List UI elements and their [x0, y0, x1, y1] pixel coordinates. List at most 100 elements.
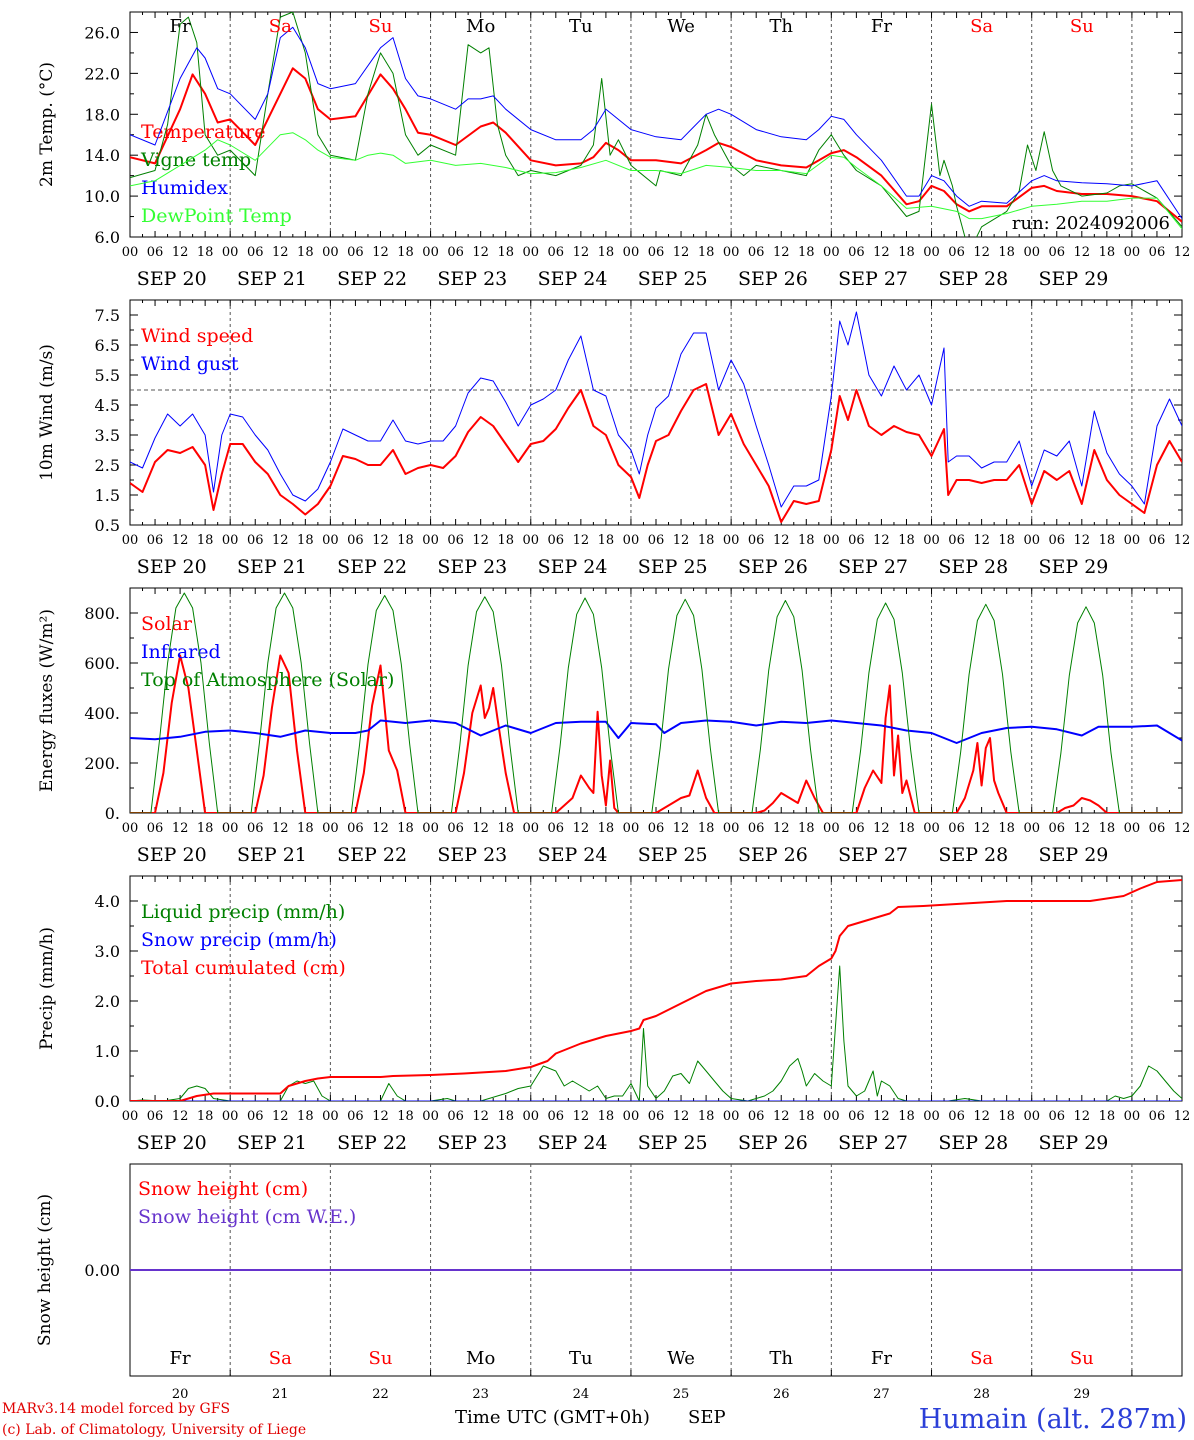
hour-label: 06: [347, 245, 364, 260]
hour-label: 12: [372, 533, 389, 548]
hour-label: 18: [297, 245, 314, 260]
date-label: SEP 28: [938, 556, 1008, 578]
date-label: SEP 20: [137, 556, 207, 578]
hour-label: 00: [1124, 533, 1141, 548]
hour-label: 00: [422, 821, 439, 836]
hour-label: 00: [623, 533, 640, 548]
hour-label: 00: [522, 821, 539, 836]
hour-label: 06: [447, 1109, 464, 1124]
date-label: SEP 22: [337, 268, 407, 290]
hour-label: 06: [1149, 821, 1166, 836]
hour-label: 00: [923, 533, 940, 548]
hour-label: 12: [472, 821, 489, 836]
legend-entry: Snow height (cm): [138, 1178, 308, 1200]
hour-label: 06: [347, 821, 364, 836]
hour-label: 12: [773, 245, 790, 260]
hour-label: 06: [1149, 533, 1166, 548]
hour-label: 06: [548, 821, 565, 836]
date-label: SEP 24: [538, 844, 608, 866]
hour-label: 18: [898, 245, 915, 260]
y-tick-label: 6.5: [95, 336, 120, 355]
date-label: SEP 25: [638, 268, 708, 290]
hour-label: 00: [322, 821, 339, 836]
hour-label: 06: [247, 245, 264, 260]
day-name-label: Fr: [170, 1348, 191, 1369]
hour-label: 12: [573, 245, 590, 260]
date-label: SEP 29: [1039, 556, 1109, 578]
legend-entry: DewPoint Temp: [141, 205, 292, 227]
date-label: SEP 26: [738, 268, 808, 290]
date-label: SEP 23: [437, 1132, 507, 1154]
series-line-2: [130, 12, 1182, 237]
legend-entry: Infrared: [141, 641, 221, 663]
hour-label: 12: [172, 1109, 189, 1124]
y-tick-label: 1.0: [95, 1042, 120, 1061]
hour-label: 18: [698, 1109, 715, 1124]
hour-label: 06: [548, 245, 565, 260]
hour-label: 00: [823, 245, 840, 260]
day-name-label: Th: [769, 16, 793, 37]
hour-label: 18: [598, 245, 615, 260]
series-line-3: [130, 879, 1182, 1101]
hour-label: 12: [1174, 1109, 1191, 1124]
series-line-3: [130, 26, 1182, 219]
hour-label: 12: [272, 245, 289, 260]
hour-label: 12: [272, 1109, 289, 1124]
hour-label: 18: [598, 821, 615, 836]
day-number-label: 25: [673, 1387, 690, 1402]
x-axis-label: Time UTC (GMT+0h): [455, 1407, 650, 1428]
footer: MARv3.14 model forced by GFS (c) Lab. of…: [2, 1401, 1187, 1438]
day-name-label: Su: [369, 1348, 393, 1369]
panel-3: 0. 200. 400. 600. 800. Energy fluxes (W/m²) So…: [37, 587, 1190, 866]
hour-label: 00: [723, 1109, 740, 1124]
hour-label: 12: [1174, 533, 1191, 548]
y-tick-label: 10.0: [84, 187, 120, 206]
hour-label: 06: [748, 245, 765, 260]
hour-label: 06: [748, 821, 765, 836]
y-tick-label: 600.: [84, 654, 120, 673]
date-label: SEP 27: [838, 268, 908, 290]
legend-entry: Humidex: [141, 177, 228, 199]
hour-label: 06: [247, 1109, 264, 1124]
hour-label: 06: [147, 821, 164, 836]
date-label: SEP 20: [137, 1132, 207, 1154]
month-label: SEP: [688, 1407, 726, 1428]
hour-label: 12: [372, 821, 389, 836]
hour-label: 12: [573, 1109, 590, 1124]
panel-5: 0.00 Snow height (cm) Snow height (cm) Snow…: [35, 1163, 1183, 1402]
date-label: SEP 26: [738, 844, 808, 866]
hour-label: 12: [973, 1109, 990, 1124]
hour-label: 06: [147, 245, 164, 260]
hour-label: 18: [297, 533, 314, 548]
hour-label: 00: [723, 245, 740, 260]
hour-label: 00: [322, 533, 339, 548]
hour-label: 00: [1124, 1109, 1141, 1124]
hour-label: 18: [197, 821, 214, 836]
hour-label: 12: [372, 1109, 389, 1124]
day-name-label: Fr: [170, 16, 191, 37]
hour-label: 18: [297, 1109, 314, 1124]
hour-label: 12: [1074, 533, 1091, 548]
hour-label: 18: [497, 1109, 514, 1124]
y-tick-label: 0.: [105, 804, 120, 823]
hour-label: 12: [172, 821, 189, 836]
hour-label: 12: [773, 1109, 790, 1124]
y-tick-label: 6.0: [95, 228, 120, 247]
hour-label: 18: [698, 821, 715, 836]
series-line-1: [130, 383, 1182, 523]
hour-label: 00: [723, 533, 740, 548]
y-tick-label: 3.5: [95, 426, 120, 445]
hour-label: 00: [222, 821, 239, 836]
hour-label: 18: [1099, 533, 1116, 548]
legend-entry: Snow precip (mm/h): [141, 929, 337, 951]
hour-label: 06: [748, 1109, 765, 1124]
hour-label: 06: [347, 533, 364, 548]
hour-label: 18: [397, 245, 414, 260]
date-label: SEP 20: [137, 268, 207, 290]
series-line-4: [130, 132, 1182, 230]
y-tick-label: 400.: [84, 704, 120, 723]
hour-label: 18: [397, 1109, 414, 1124]
legend-entry: Top of Atmosphere (Solar): [141, 669, 394, 691]
hour-label: 00: [923, 821, 940, 836]
panel-frame: [129, 11, 1183, 238]
